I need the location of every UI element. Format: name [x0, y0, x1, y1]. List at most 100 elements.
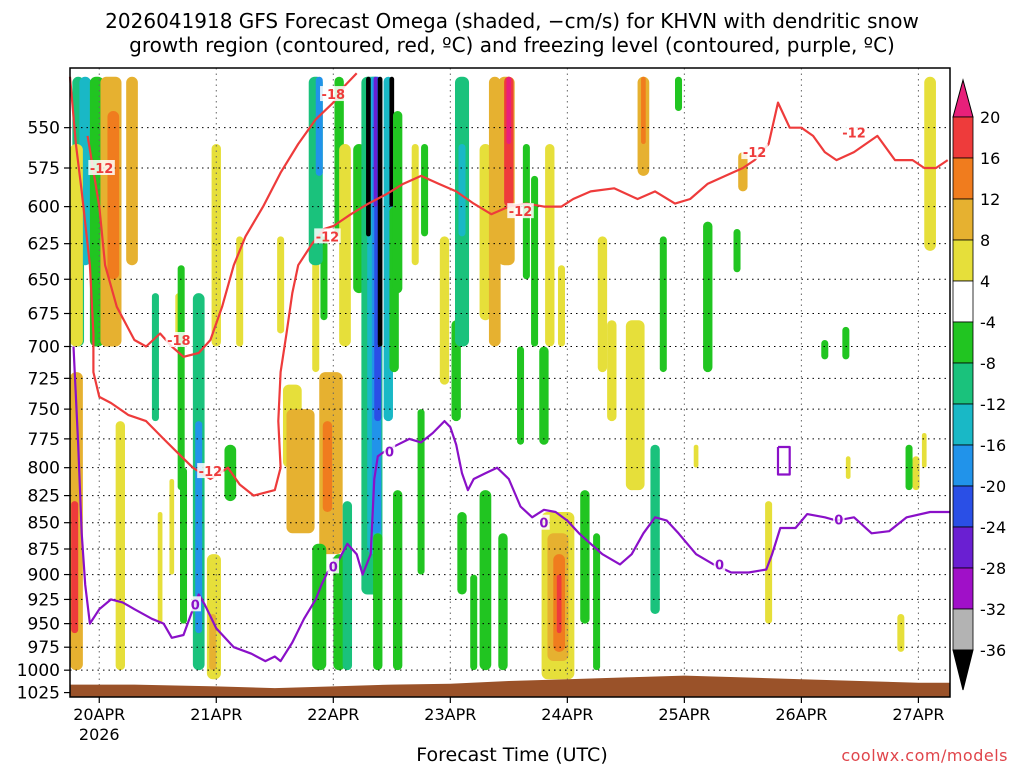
- y-tick-label: 975: [28, 638, 60, 658]
- y-tick-label: 750: [28, 400, 60, 420]
- omega-cell: [545, 144, 555, 347]
- red-contour-label: -12: [199, 465, 223, 480]
- omega-cell: [580, 490, 590, 624]
- colorbar-segment: [952, 280, 974, 323]
- x-axis-label: Forecast Time (UTC): [416, 744, 608, 766]
- purple-contour-label-bg: [383, 443, 396, 459]
- colorbar-label: -4: [980, 313, 996, 332]
- omega-cell: [557, 265, 565, 347]
- red-contour-label: -12: [316, 230, 340, 245]
- omega-cell: [342, 501, 353, 671]
- purple-contour-line: [776, 445, 791, 476]
- omega-cell: [597, 236, 608, 373]
- colorbar-segment: [952, 444, 974, 487]
- omega-cell: [180, 467, 188, 624]
- omega-cell: [897, 614, 905, 652]
- omega-cell: [738, 152, 748, 192]
- x-year-label: 2026: [79, 725, 120, 744]
- omega-cell: [71, 501, 79, 634]
- colorbar-label: -24: [980, 518, 1006, 537]
- omega-cell: [70, 144, 83, 347]
- x-tick-label: 27APR: [892, 705, 944, 724]
- omega-cell: [157, 511, 163, 624]
- y-tick-label: 950: [28, 615, 60, 635]
- purple-contour-label-bg: [833, 511, 845, 527]
- colorbar-bottom-arrow: [952, 649, 974, 691]
- plot-frame: [69, 67, 951, 698]
- omega-cell: [458, 144, 466, 237]
- colorbar-segment: [952, 362, 974, 405]
- omega-cell: [517, 346, 525, 445]
- omega-cell: [693, 444, 699, 468]
- purple-contour-label-bg: [189, 596, 201, 612]
- omega-cell: [169, 478, 175, 575]
- y-tick-label: 775: [28, 430, 60, 450]
- colorbar-label: -16: [980, 436, 1006, 455]
- omega-cell: [126, 76, 138, 266]
- chart-title-line-1: 2026041918 GFS Forecast Omega (shaded, −…: [105, 9, 919, 33]
- omega-cell: [439, 236, 450, 385]
- colorbar-label: -12: [980, 395, 1006, 414]
- terrain-ground: [70, 675, 950, 697]
- omega-cell: [479, 144, 492, 321]
- omega-cell: [392, 111, 403, 294]
- colorbar-label: -20: [980, 477, 1006, 496]
- omega-cell: [912, 456, 920, 491]
- y-tick-label: 825: [28, 487, 60, 507]
- purple-contour-label: 0: [329, 560, 338, 575]
- omega-cell: [366, 76, 371, 237]
- red-contour-line: [68, 76, 949, 497]
- x-tick-label: 22APR: [307, 705, 359, 724]
- y-tick-label: 575: [28, 159, 60, 179]
- red-contour-label: -12: [743, 146, 767, 161]
- omega-cell: [389, 76, 395, 207]
- omega-cell: [675, 76, 683, 112]
- y-tick-label: 900: [28, 566, 60, 586]
- red-contour-line: [86, 72, 358, 358]
- omega-cell: [315, 76, 323, 176]
- chart-title-line-2: growth region (contoured, red, ºC) and f…: [129, 33, 895, 57]
- y-tick-label: 600: [28, 198, 60, 218]
- omega-cell: [151, 293, 159, 422]
- omega-cell: [470, 574, 478, 671]
- credit-link[interactable]: coolwx.com/models: [841, 746, 1008, 765]
- purple-contour-label-bg: [327, 558, 340, 574]
- y-tick-label: 550: [28, 119, 60, 139]
- colorbar-segment: [952, 157, 974, 200]
- purple-contour-label: 0: [385, 446, 394, 461]
- omega-cell: [333, 554, 345, 671]
- omega-cell: [457, 511, 467, 595]
- omega-cell: [107, 111, 120, 280]
- omega-cell: [339, 144, 351, 347]
- red-contour-label-bg: [507, 203, 534, 219]
- colorbar-label: 4: [980, 272, 990, 291]
- x-tick-label: 23APR: [424, 705, 476, 724]
- colorbar-top-arrow: [952, 78, 974, 118]
- omega-cell: [322, 421, 333, 512]
- red-contour-label: -12: [90, 162, 114, 177]
- omega-cell: [921, 432, 927, 468]
- colorbar-label: -36: [980, 641, 1006, 660]
- colorbar-label: 16: [980, 149, 1000, 168]
- axes: 550 575 600 625 650 675 700 725 750 775 800 825 850 8…: [17, 119, 945, 744]
- contours: -18 -18 -12 -12 -12 -12 -12 -12 0 0 0 0 0 0: [68, 72, 950, 663]
- red-contour-label-bg: [88, 160, 115, 176]
- omega-cell: [377, 76, 383, 347]
- purple-contour-label-bg: [713, 556, 726, 572]
- y-tick-label: 1000: [17, 661, 60, 681]
- purple-contour-line: [72, 346, 950, 663]
- purple-contour-label-bg: [538, 514, 550, 530]
- omega-cell: [607, 320, 617, 422]
- x-tick-label: 26APR: [775, 705, 827, 724]
- omega-cell: [539, 346, 549, 445]
- omega-cell: [417, 409, 425, 575]
- omega-cell: [905, 444, 913, 491]
- y-tick-label: 850: [28, 514, 60, 534]
- omega-cell: [845, 456, 851, 479]
- colorbar-segment: [952, 239, 974, 282]
- omega-cell: [421, 144, 429, 237]
- red-contour-label: -12: [509, 205, 533, 220]
- omega-shading: [70, 76, 936, 680]
- colorbar-label: -8: [980, 354, 996, 373]
